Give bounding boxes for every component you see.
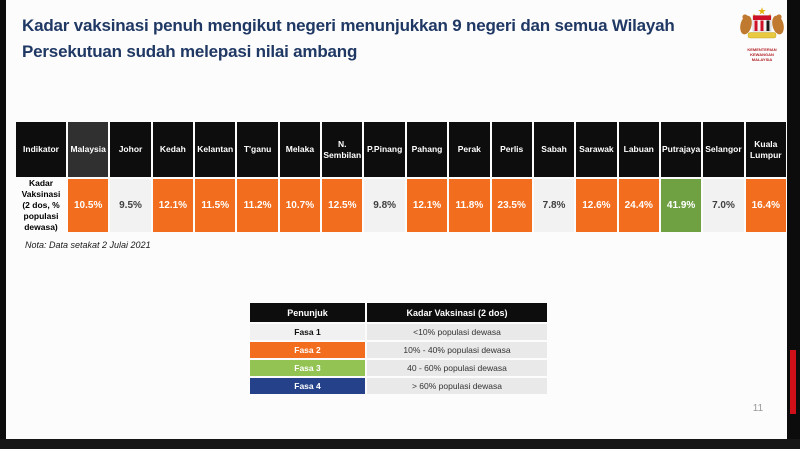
legend-phase-fasa-1: Fasa 1 [250,324,365,340]
legend-range-fasa-1: <10% populasi dewasa [367,324,547,340]
column-header-kuala-lumpur: Kuala Lumpur [745,122,786,177]
legend-phase-fasa-4: Fasa 4 [250,378,365,394]
column-header-johor: Johor [110,122,151,177]
data-note: Nota: Data setakat 2 Julai 2021 [25,240,151,250]
value-cell-kuala-lumpur: 16.4% [745,179,786,232]
value-cell-selangor: 7.0% [703,179,744,232]
column-header-malaysia: Malaysia [68,122,109,177]
scroll-indicator[interactable] [790,350,796,414]
column-header-kelantan: Kelantan [195,122,236,177]
column-header-sabah: Sabah [533,122,575,177]
value-cell-sarawak: 12.6% [576,179,617,232]
value-cell-perak: 11.8% [449,179,490,232]
title-line-2: Persekutuan sudah melepasi nilai ambang [22,42,358,61]
page-number: 11 [752,403,764,414]
value-cell-p-pinang: 9.8% [364,179,405,232]
column-header-sarawak: Sarawak [576,122,617,177]
right-letterbox-bar [787,0,800,449]
row-label: Kadar Vaksinasi (2 dos, % populasi dewas… [21,177,61,233]
value-cell-kedah: 12.1% [152,179,194,232]
legend-range-fasa-2: 10% - 40% populasi dewasa [367,342,547,358]
column-header-n-sembilan: N. Sembilan [322,122,363,177]
column-header-putrajaya: Putrajaya [660,122,702,177]
legend-phase-fasa-3: Fasa 3 [250,360,365,376]
legend-header-penunjuk: Penunjuk [250,303,365,322]
phase-legend-table: Penunjuk Kadar Vaksinasi (2 dos) Fasa 1 <10… [250,303,547,394]
ministry-name-line-1: KEMENTERIAN KEWANGAN [747,47,777,57]
slide-title: Kadar vaksinasi penuh mengikut negeri me… [22,13,722,65]
ministry-logo: ★ KEMENTERIAN KEWANGAN MALAYSIA [735,5,789,62]
column-header-perak: Perak [449,122,490,177]
title-line-1: Kadar vaksinasi penuh mengikut negeri me… [22,16,675,35]
column-header-indikator: Indikator [16,122,66,177]
value-cell-perlis: 23.5% [491,179,532,232]
left-letterbox-bar [0,0,6,449]
column-header-selangor: Selangor [703,122,744,177]
column-header-pahang: Pahang [406,122,448,177]
legend-range-fasa-4: > 60% populasi dewasa [367,378,547,394]
value-cell-malaysia: 10.5% [68,179,109,232]
legend-phase-fasa-2: Fasa 2 [250,342,365,358]
value-cell-melaka: 10.7% [279,179,321,232]
column-header-t-ganu: T'ganu [237,122,278,177]
value-cell-pahang: 12.1% [406,179,448,232]
value-cell-n-sembilan: 12.5% [322,179,363,232]
column-header-perlis: Perlis [491,122,532,177]
value-cell-t-ganu: 11.2% [237,179,278,232]
value-cell-kelantan: 11.5% [195,179,236,232]
column-header-labuan: Labuan [618,122,659,177]
column-header-melaka: Melaka [279,122,321,177]
column-header-kedah: Kedah [152,122,194,177]
bottom-letterbox-bar [0,439,800,449]
ministry-name-line-2: MALAYSIA [751,57,773,62]
legend-header-kadar-vaksinasi: Kadar Vaksinasi (2 dos) [367,303,547,322]
value-cell-putrajaya: 41.9% [660,179,702,232]
column-header-p-pinang: P.Pinang [364,122,405,177]
value-cell-sabah: 7.8% [533,179,575,232]
value-cell-labuan: 24.4% [618,179,659,232]
svg-text:★: ★ [758,7,767,18]
coat-of-arms-icon: ★ [740,7,784,39]
legend-range-fasa-3: 40 - 60% populasi dewasa [367,360,547,376]
vaccination-rate-table: Indikator Malaysia Johor Kedah Kelantan T'gan… [16,122,786,232]
ministry-name: KEMENTERIAN KEWANGAN MALAYSIA [735,47,789,62]
value-cell-johor: 9.5% [110,179,151,232]
